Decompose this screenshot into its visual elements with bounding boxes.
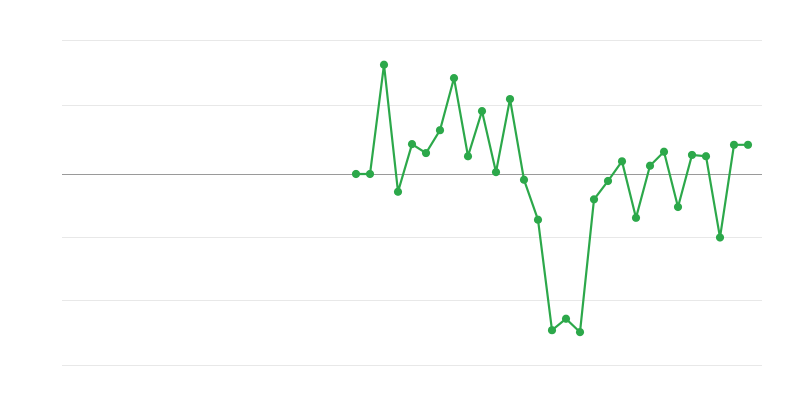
data-point[interactable] <box>351 169 361 179</box>
data-point[interactable] <box>575 328 585 337</box>
data-point[interactable] <box>519 175 529 184</box>
data-point[interactable] <box>701 152 711 161</box>
data-point[interactable] <box>729 140 739 149</box>
data-point[interactable] <box>589 195 599 204</box>
data-point[interactable] <box>659 147 669 156</box>
data-point[interactable] <box>673 202 683 212</box>
data-point[interactable] <box>463 152 473 161</box>
data-point[interactable] <box>421 148 431 158</box>
data-point[interactable] <box>477 107 487 116</box>
data-point[interactable] <box>491 167 501 177</box>
data-point[interactable] <box>547 326 557 335</box>
data-point[interactable] <box>631 213 641 222</box>
gridlines-group <box>62 40 762 366</box>
data-point[interactable] <box>505 94 515 104</box>
data-point[interactable] <box>407 140 417 149</box>
data-point[interactable] <box>603 176 613 186</box>
data-point[interactable] <box>561 314 571 323</box>
markers-group <box>351 60 753 337</box>
data-point[interactable] <box>715 233 725 242</box>
data-point[interactable] <box>645 161 655 170</box>
data-point[interactable] <box>435 126 445 135</box>
data-point[interactable] <box>533 215 543 224</box>
data-point[interactable] <box>449 74 459 83</box>
data-point[interactable] <box>379 60 389 69</box>
data-point[interactable] <box>743 140 753 149</box>
data-point[interactable] <box>365 169 375 179</box>
data-point[interactable] <box>393 187 403 196</box>
data-point[interactable] <box>687 150 697 160</box>
data-point[interactable] <box>617 157 627 166</box>
